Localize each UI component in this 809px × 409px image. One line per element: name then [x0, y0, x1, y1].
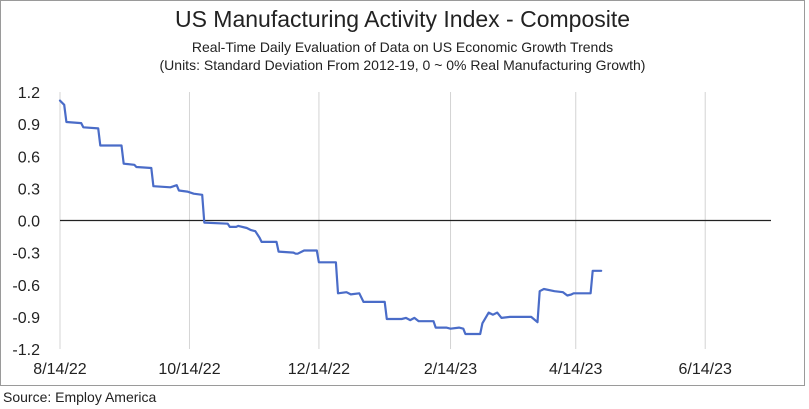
x-tick-label: 6/14/23 — [679, 361, 732, 378]
chart-subtitle: Real-Time Daily Evaluation of Data on US… — [191, 39, 614, 55]
y-tick-label: -0.3 — [12, 246, 40, 263]
x-tick-label: 8/14/22 — [33, 361, 86, 378]
line-chart: 1.2 0.9 0.6 0.3 0.0 -0.3 -0.6 -0.9 -1.2 8/14/22 10… — [12, 85, 771, 378]
y-tick-label: -0.9 — [12, 310, 40, 327]
y-tick-label: 1.2 — [18, 85, 40, 102]
source-note: Source: Employ America — [3, 389, 157, 405]
y-tick-label: 0.0 — [18, 214, 40, 231]
y-tick-label: 0.9 — [18, 117, 40, 134]
x-tick-label: 4/14/23 — [549, 361, 602, 378]
chart-units-note: (Units: Standard Deviation From 2012-19,… — [159, 57, 646, 73]
y-tick-label: -0.6 — [12, 278, 40, 295]
y-tick-label: -1.2 — [12, 342, 40, 359]
x-tick-label: 2/14/23 — [424, 361, 477, 378]
chart-frame — [0, 0, 805, 386]
y-tick-label: 0.3 — [18, 181, 40, 198]
x-tick-label: 12/14/22 — [288, 361, 350, 378]
series-line — [58, 99, 603, 336]
y-tick-label: 0.6 — [18, 149, 40, 166]
chart-title: US Manufacturing Activity Index - Compos… — [174, 6, 631, 32]
x-tick-label: 10/14/22 — [158, 361, 220, 378]
